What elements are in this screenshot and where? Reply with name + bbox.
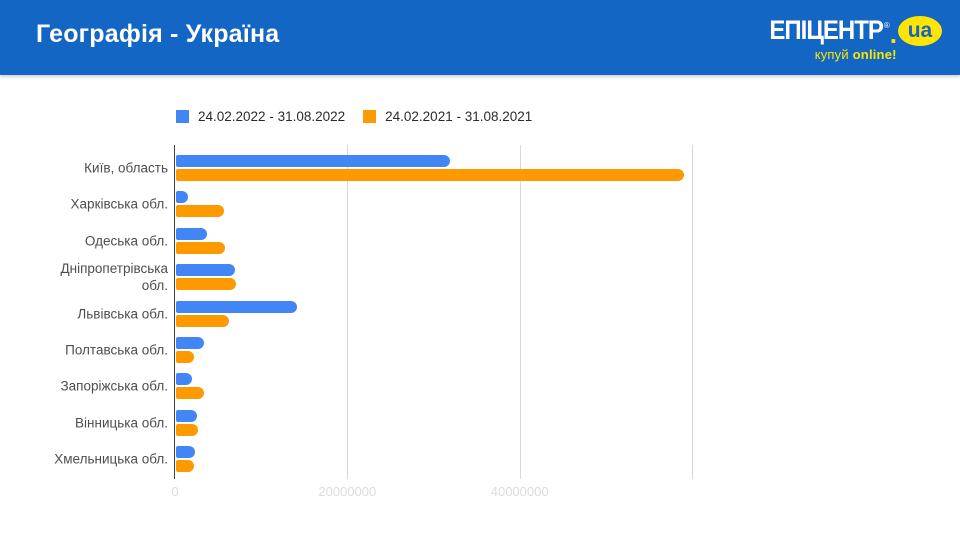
bar-period-2022 xyxy=(176,300,297,313)
page-title: Географія - Україна xyxy=(36,20,280,48)
bar-period-2022 xyxy=(176,446,195,459)
logo-ua-badge: ua xyxy=(898,15,942,46)
registered-mark-icon: ® xyxy=(883,21,890,30)
legend-label: 24.02.2021 - 31.08.2021 xyxy=(385,109,533,124)
logo-tagline-plain: купуй xyxy=(814,46,849,62)
logo-tagline-bold: online! xyxy=(852,46,897,62)
epicentr-logo: ЕПІЦЕНТР ® . ua купуй online! xyxy=(769,14,942,62)
bar-period-2021 xyxy=(176,387,205,400)
bar-period-2021 xyxy=(176,205,225,218)
category-label: Вінницька обл. xyxy=(75,415,168,431)
bar-period-2022 xyxy=(176,409,197,422)
bar-period-2021 xyxy=(176,169,685,181)
category-label: Львівська обл. xyxy=(77,306,168,322)
category-label: Дніпропетрівська обл. xyxy=(60,261,169,294)
bar-period-2021 xyxy=(176,241,226,254)
bar-period-2021 xyxy=(176,278,237,291)
bar-period-2021 xyxy=(176,314,229,327)
bar-period-2021 xyxy=(176,423,198,436)
x-axis-tick-label: 20000000 xyxy=(318,484,377,499)
x-axis-tick-label: 0 xyxy=(171,484,179,499)
logo-dot: . xyxy=(889,18,897,49)
gridline xyxy=(692,145,693,479)
gridline xyxy=(519,145,521,479)
bar-period-2022 xyxy=(176,155,450,167)
bar-period-2022 xyxy=(176,227,208,240)
bar-period-2022 xyxy=(176,337,205,349)
logo-wordmark: ЕПІЦЕНТР ® . ua xyxy=(769,14,942,49)
plot-area xyxy=(174,145,693,479)
category-label: Полтавська обл. xyxy=(65,342,168,358)
bar-period-2022 xyxy=(176,264,236,277)
bar-period-2022 xyxy=(176,373,193,386)
category-label: Запоріжська обл. xyxy=(60,378,168,394)
category-label: Київ, область xyxy=(84,160,168,176)
legend-label: 24.02.2022 - 31.08.2022 xyxy=(198,109,346,124)
chart-legend: 24.02.2022 - 31.08.2022 24.02.2021 - 31.0… xyxy=(176,109,532,124)
category-label: Харківська обл. xyxy=(70,196,168,212)
legend-item: 24.02.2021 - 31.08.2021 xyxy=(363,109,532,124)
bar-period-2021 xyxy=(176,351,195,363)
logo-brand-text: ЕПІЦЕНТР xyxy=(769,14,883,46)
category-label: Хмельницька обл. xyxy=(54,451,168,467)
logo-tagline: купуй online! xyxy=(769,47,942,62)
legend-item: 24.02.2022 - 31.08.2022 xyxy=(176,109,345,124)
legend-swatch xyxy=(363,110,377,123)
gridline xyxy=(347,145,349,479)
bar-period-2021 xyxy=(176,460,195,473)
axis-baseline xyxy=(174,145,175,479)
header: Географія - Україна ЕПІЦЕНТР ® . ua купу… xyxy=(0,0,960,75)
bar-period-2022 xyxy=(176,191,189,204)
category-label: Одеська обл. xyxy=(84,233,168,249)
legend-swatch xyxy=(176,110,189,123)
x-axis-tick-label: 40000000 xyxy=(490,484,549,499)
